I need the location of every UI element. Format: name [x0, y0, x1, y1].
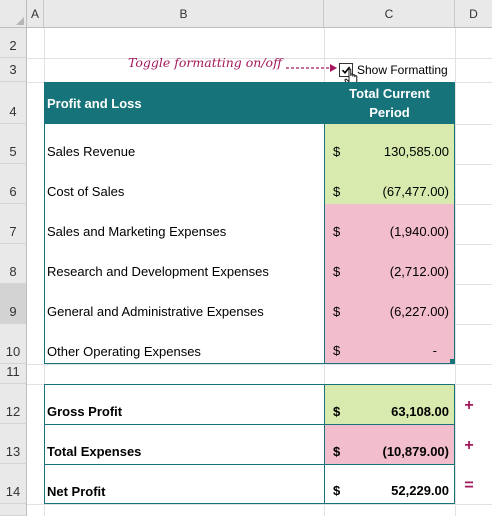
table-row-label[interactable]: General and Administrative Expenses: [47, 304, 264, 319]
gridline: [455, 204, 492, 205]
row-header-6[interactable]: 6: [0, 164, 27, 204]
gridline: [27, 364, 492, 365]
amount: 63,108.00: [391, 404, 449, 419]
column-header-b[interactable]: B: [44, 0, 324, 28]
column-header-a[interactable]: A: [27, 0, 44, 28]
row-header-4[interactable]: 4: [0, 82, 27, 124]
amount: -: [432, 343, 437, 358]
currency-symbol: $: [333, 224, 341, 239]
pl-table-frame: [44, 124, 455, 364]
row-header-9[interactable]: 9: [0, 284, 27, 324]
row-header-10[interactable]: 10: [0, 324, 27, 364]
summary-table-divider: [324, 384, 325, 504]
row-header-8[interactable]: 8: [0, 244, 27, 284]
row-header-7[interactable]: 7: [0, 204, 27, 244]
amount: (67,477.00): [382, 184, 450, 199]
table-row-label[interactable]: Research and Development Expenses: [47, 264, 269, 279]
gridline: [455, 324, 492, 325]
pl-header-text: Profit and Loss: [47, 95, 142, 111]
currency-symbol: $: [333, 404, 341, 419]
amount: (6,227.00): [389, 304, 449, 319]
table-row-label[interactable]: Other Operating Expenses: [47, 344, 201, 359]
table-row-value[interactable]: $ (1,940.00): [325, 204, 454, 244]
currency-symbol: $: [333, 184, 341, 199]
table-row-value[interactable]: $130,585.00: [325, 124, 454, 164]
table-row-label[interactable]: Sales and Marketing Expenses: [47, 224, 227, 239]
gridline: [455, 164, 492, 165]
gross-profit-value[interactable]: $63,108.00: [325, 385, 454, 424]
gross-profit-label[interactable]: Gross Profit: [47, 404, 123, 419]
pl-header-label[interactable]: Profit and Loss: [44, 82, 324, 124]
table-row-value[interactable]: $ (2,712.00): [325, 244, 454, 284]
gridline: [455, 284, 492, 285]
select-all-corner[interactable]: [0, 0, 27, 28]
row-header-12[interactable]: 12: [0, 384, 27, 424]
amount: (10,879.00): [382, 444, 450, 459]
table-row-value[interactable]: $ -: [325, 324, 454, 363]
amount: (2,712.00): [389, 264, 449, 279]
currency-symbol: $: [333, 304, 341, 319]
amount: 130,585.00: [383, 144, 449, 159]
amount: 52,229.00: [391, 483, 449, 498]
currency-symbol: $: [333, 444, 341, 459]
column-header-c[interactable]: C: [324, 0, 455, 28]
net-profit-label[interactable]: Net Profit: [47, 484, 106, 499]
row-header-13[interactable]: 13: [0, 424, 27, 464]
gridline: [455, 124, 492, 125]
row-header-11[interactable]: 11: [0, 364, 27, 384]
checkmark-icon: [341, 66, 351, 75]
equals-sign: =: [464, 477, 474, 494]
table-row-value[interactable]: $ (67,477.00): [325, 164, 454, 204]
currency-symbol: $: [333, 483, 341, 498]
currency-symbol: $: [333, 264, 341, 279]
pl-table-divider: [324, 124, 325, 364]
row-header-15[interactable]: [0, 504, 27, 516]
row-header-5[interactable]: 5: [0, 124, 27, 164]
pl-header-value-line2: Period: [369, 105, 410, 120]
table-row-value[interactable]: $ (6,227.00): [325, 284, 454, 324]
amount: (1,940.00): [389, 224, 449, 239]
currency-symbol: $: [333, 144, 341, 159]
net-profit-value[interactable]: $52,229.00: [325, 465, 454, 503]
gridline: [27, 504, 492, 505]
annotation-arrow-icon: [286, 64, 337, 72]
gridline: [455, 28, 456, 516]
table-row-label[interactable]: Cost of Sales: [47, 184, 125, 199]
summary-row-divider: [44, 464, 455, 465]
gridline: [455, 244, 492, 245]
plus-sign: +: [464, 397, 474, 414]
summary-row-divider: [44, 424, 455, 425]
fill-handle[interactable]: [450, 359, 454, 363]
column-header-d[interactable]: D: [455, 0, 492, 28]
checkbox-label: Show Formatting: [357, 63, 448, 77]
table-row-label[interactable]: Sales Revenue: [47, 144, 136, 159]
pl-header-value[interactable]: Total Current Period: [324, 82, 455, 124]
currency-symbol: $: [333, 343, 341, 358]
row-header-14[interactable]: 14: [0, 464, 27, 504]
row-header-3[interactable]: 3: [0, 58, 27, 82]
row-header-2[interactable]: 2: [0, 28, 27, 58]
gridline: [27, 58, 492, 59]
total-expenses-label[interactable]: Total Expenses: [47, 444, 142, 459]
toggle-annotation: Toggle formatting on/off: [128, 55, 282, 70]
total-expenses-value[interactable]: $ (10,879.00): [325, 425, 454, 464]
plus-sign: +: [464, 437, 474, 454]
pl-header-value-line1: Total Current: [349, 86, 430, 101]
summary-table-frame: [44, 384, 455, 504]
